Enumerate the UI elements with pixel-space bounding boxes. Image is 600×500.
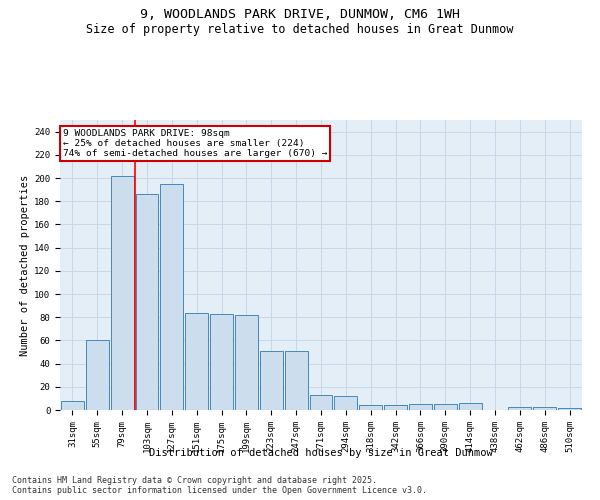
Bar: [160, 184, 183, 410]
Bar: [310, 395, 332, 410]
Bar: [558, 408, 581, 410]
Y-axis label: Number of detached properties: Number of detached properties: [20, 174, 30, 356]
Text: Size of property relative to detached houses in Great Dunmow: Size of property relative to detached ho…: [86, 22, 514, 36]
Text: 9, WOODLANDS PARK DRIVE, DUNMOW, CM6 1WH: 9, WOODLANDS PARK DRIVE, DUNMOW, CM6 1WH: [140, 8, 460, 20]
Text: Contains HM Land Registry data © Crown copyright and database right 2025.
Contai: Contains HM Land Registry data © Crown c…: [12, 476, 427, 495]
Bar: [459, 403, 482, 410]
Bar: [185, 312, 208, 410]
Bar: [434, 404, 457, 410]
Bar: [508, 406, 531, 410]
Text: 9 WOODLANDS PARK DRIVE: 98sqm
← 25% of detached houses are smaller (224)
74% of : 9 WOODLANDS PARK DRIVE: 98sqm ← 25% of d…: [62, 128, 327, 158]
Bar: [334, 396, 357, 410]
Bar: [86, 340, 109, 410]
Bar: [260, 351, 283, 410]
Bar: [210, 314, 233, 410]
Bar: [409, 404, 432, 410]
Bar: [111, 176, 134, 410]
Bar: [136, 194, 158, 410]
Bar: [359, 406, 382, 410]
Bar: [384, 406, 407, 410]
Bar: [533, 406, 556, 410]
Bar: [285, 351, 308, 410]
Bar: [235, 315, 258, 410]
Text: Distribution of detached houses by size in Great Dunmow: Distribution of detached houses by size …: [149, 448, 493, 458]
Bar: [61, 400, 84, 410]
